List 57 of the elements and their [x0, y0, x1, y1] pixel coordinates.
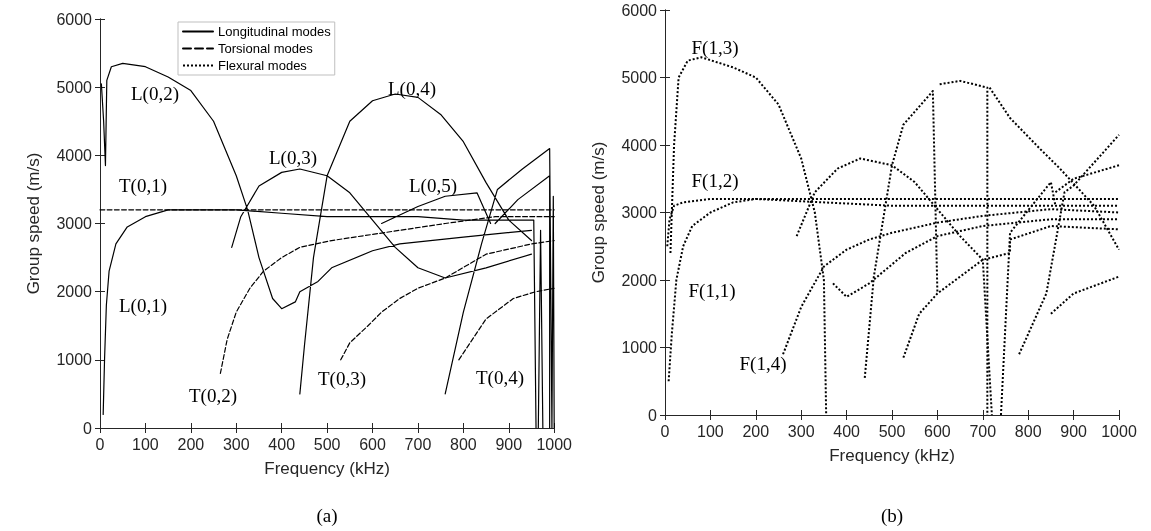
x-tick-label: 600	[924, 422, 951, 440]
x-tick-label: 700	[969, 422, 997, 440]
y-tick-label: 3000	[56, 215, 93, 232]
text: (a)	[316, 504, 338, 527]
annotation: F(1,1)	[688, 279, 736, 302]
annotation: T(0,1)	[118, 174, 168, 197]
x-tick-label: 0	[95, 435, 105, 453]
x-tick-label: 400	[268, 435, 296, 453]
text: (b)	[880, 504, 904, 527]
x-tick-label: 300	[787, 422, 815, 440]
annotation: T(0,4)	[475, 366, 525, 389]
legend-label: Longitudinal modes	[218, 24, 332, 39]
x-tick-label: 300	[222, 435, 250, 453]
x-tick-label: 600	[359, 435, 386, 453]
y-tick-label: 2000	[621, 271, 658, 289]
y-tick-label: 5000	[621, 69, 658, 86]
x-tick-label: 700	[404, 435, 432, 453]
y-tick-label: 1000	[621, 339, 658, 356]
y-tick-label: 0	[648, 406, 658, 424]
x-tick-label: 400	[833, 422, 861, 440]
legend-label: Torsional modes	[218, 41, 314, 56]
y-tick-label: 3000	[621, 204, 658, 221]
x-tick-label: 900	[1060, 422, 1088, 440]
x-tick-label: 100	[132, 435, 159, 453]
x-tick-label: 800	[1014, 422, 1042, 440]
annotation: T(0,2)	[188, 384, 238, 407]
annotation: L(0,1)	[118, 294, 168, 317]
y-axis-title: Group speed (m/s)	[589, 141, 608, 284]
annotation: L(0,3)	[268, 146, 318, 169]
x-tick-label: 800	[450, 435, 477, 453]
annotation: F(1,3)	[691, 36, 739, 59]
y-tick-label: 6000	[621, 1, 658, 19]
x-tick-label: 500	[878, 422, 906, 440]
y-tick-label: 4000	[621, 136, 658, 154]
annotation: L(0,4)	[387, 77, 437, 100]
x-tick-label: 200	[742, 422, 770, 440]
legend-label: Flexural modes	[218, 58, 308, 73]
x-tick-label: 1000	[536, 435, 573, 453]
annotation: F(1,4)	[739, 352, 787, 375]
annotation: T(0,3)	[317, 367, 367, 390]
annotation: L(0,2)	[130, 82, 180, 105]
annotation: F(1,2)	[691, 169, 739, 192]
x-tick-label: 500	[313, 435, 341, 453]
y-tick-label: 1000	[56, 351, 93, 369]
annotation: L(0,5)	[408, 174, 458, 197]
y-tick-label: 5000	[56, 78, 93, 96]
x-tick-label: 100	[697, 422, 724, 440]
y-tick-label: 4000	[56, 146, 93, 164]
y-tick-label: 2000	[56, 283, 93, 301]
x-axis-title: Frequency (kHz)	[829, 446, 955, 465]
x-tick-label: 900	[495, 435, 523, 453]
x-tick-label: 200	[177, 435, 205, 453]
y-tick-label: 6000	[56, 10, 93, 28]
y-axis-title: Group speed (m/s)	[24, 152, 43, 295]
x-tick-label: 1000	[1101, 422, 1137, 440]
x-tick-label: 0	[660, 422, 670, 440]
x-axis-title: Frequency (kHz)	[264, 459, 390, 478]
